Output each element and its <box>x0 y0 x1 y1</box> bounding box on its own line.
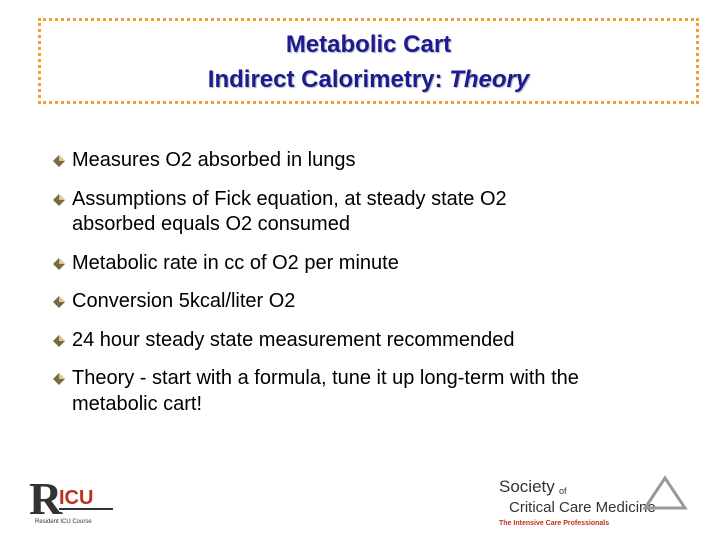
logo-text: Critical Care Medicine <box>509 499 656 516</box>
bullet-shape <box>59 193 65 200</box>
bullet-icon <box>53 257 65 270</box>
logo-right: Society of Critical Care Medicine The In… <box>499 475 688 527</box>
logo-caption: Resident ICU Course <box>35 519 92 525</box>
bullet: Metabolic rate in cc of O2 per minute <box>50 251 710 277</box>
bullet-line: absorbed equals O2 consumed <box>72 213 350 235</box>
bullet-shape <box>59 296 65 302</box>
bullet: 24 hour steady state measurement recomme… <box>50 328 710 354</box>
bullet-line: 24 hour steady state measurement recomme… <box>72 328 515 351</box>
bullet: Conversion 5kcal/liter O2 <box>50 289 710 315</box>
bullet-line: Metabolic rate in cc of O2 per minute <box>72 251 399 274</box>
bullet-line: Theory - start with a formula, tune it u… <box>72 367 579 389</box>
title-line: Metabolic Cart <box>285 31 452 58</box>
logo-text: of <box>559 486 567 496</box>
bullet-icon <box>53 155 65 167</box>
title-text: Indirect Calorimetry: <box>207 66 443 93</box>
bullet: Theory - start with a formula, tune it u… <box>50 366 710 417</box>
logo-tagline: The Intensive Care Professionals <box>499 520 609 527</box>
title-italic: Theory <box>449 66 530 93</box>
bullet-line: Measures O2 absorbed in lungs <box>72 149 356 171</box>
bullet-list: Measures O2 absorbed in lungs Assumptions… <box>50 148 710 430</box>
bullet-line: Assumptions of Fick equation, at steady … <box>72 187 507 210</box>
title-line: Indirect Calorimetry: Theory <box>41 66 696 94</box>
bullet-icon <box>53 373 65 385</box>
logo-letters: ICU <box>59 487 93 509</box>
logo-icon <box>642 475 688 510</box>
bullet-icon <box>53 296 65 308</box>
bullet-line: metabolic cart! <box>72 392 203 415</box>
logo-left: R ICU Resident ICU Course <box>29 473 113 525</box>
bullet-icon <box>53 193 65 206</box>
logo-text: Society <box>499 477 555 496</box>
bullet-icon <box>53 334 65 347</box>
bullet-shape <box>59 257 65 264</box>
bullet: Measures O2 absorbed in lungs <box>50 148 710 174</box>
bullet-line: Conversion 5kcal/liter O2 <box>72 290 296 312</box>
bullet-shape <box>59 373 65 379</box>
title-box: Metabolic Cart Indirect Calorimetry: The… <box>38 18 699 104</box>
bullet: Assumptions of Fick equation, at steady … <box>50 187 710 238</box>
bullet-shape <box>59 334 65 341</box>
bullet-shape <box>59 155 65 161</box>
logo-letter: R <box>29 473 63 524</box>
